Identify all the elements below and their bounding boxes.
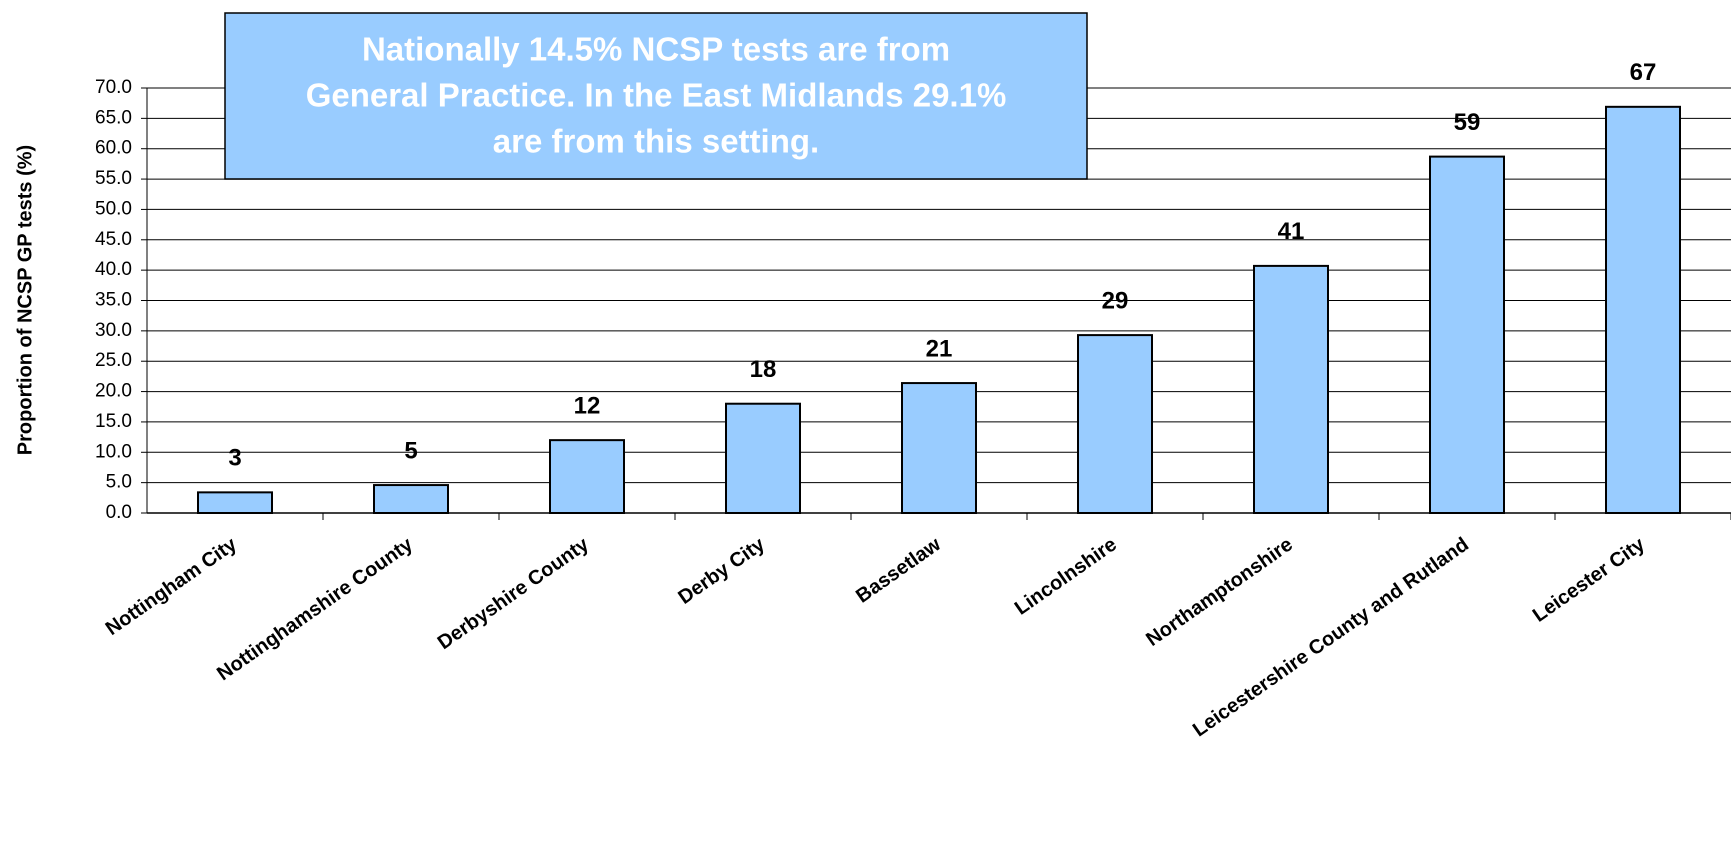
data-label: 12 [574, 392, 601, 419]
annotation-text: Nationally 14.5% NCSP tests are from [362, 31, 950, 68]
y-tick-label: 65.0 [95, 107, 132, 128]
bar [197, 491, 273, 515]
y-axis-label: Proportion of NCSP GP tests (%) [14, 145, 36, 455]
y-tick-label: 25.0 [95, 350, 132, 371]
y-tick-label: 50.0 [95, 198, 132, 219]
data-label: 18 [750, 356, 777, 383]
data-label: 29 [1102, 287, 1129, 314]
x-tick-label: Nottingham City [102, 533, 242, 640]
annotation-box [224, 12, 1088, 180]
y-tick-label: 5.0 [106, 472, 132, 493]
bar [549, 439, 625, 514]
x-tick-label: Bassetlaw [852, 533, 945, 607]
x-tick-label: Northamptonshire [1142, 533, 1297, 650]
y-tick-label: 60.0 [95, 138, 132, 159]
x-tick-label: Lincolnshire [1011, 533, 1121, 619]
x-tick-label: Leicestershire County and Rutland [1189, 533, 1473, 741]
y-tick-label: 35.0 [95, 290, 132, 311]
y-tick-label: 15.0 [95, 411, 132, 432]
y-tick-label: 10.0 [95, 441, 132, 462]
bar [1605, 105, 1681, 514]
data-label: 3 [228, 445, 241, 472]
x-tick-label: Derby City [674, 533, 769, 609]
x-tick-label: Nottinghamshire County [213, 533, 417, 685]
annotation-text: are from this setting. [493, 123, 819, 160]
bar [1429, 155, 1505, 514]
x-tick-label: Derbyshire County [434, 533, 594, 654]
x-tick-label: Leicester City [1529, 533, 1650, 627]
bar [1253, 264, 1329, 514]
bar [373, 484, 449, 515]
y-tick-label: 20.0 [95, 381, 132, 402]
y-tick-label: 45.0 [95, 229, 132, 250]
data-label: 21 [926, 335, 953, 362]
y-tick-label: 0.0 [106, 502, 132, 523]
y-tick-label: 40.0 [95, 259, 132, 280]
y-tick-label: 55.0 [95, 168, 132, 189]
data-label: 41 [1278, 218, 1305, 245]
bar [901, 382, 977, 515]
bar [725, 402, 801, 515]
y-tick-label: 30.0 [95, 320, 132, 341]
bar [1077, 334, 1153, 514]
data-label: 5 [404, 437, 417, 464]
data-label: 67 [1630, 59, 1657, 86]
data-label: 59 [1454, 109, 1481, 136]
y-tick-label: 70.0 [95, 77, 132, 98]
annotation-text: General Practice. In the East Midlands 2… [306, 77, 1007, 114]
